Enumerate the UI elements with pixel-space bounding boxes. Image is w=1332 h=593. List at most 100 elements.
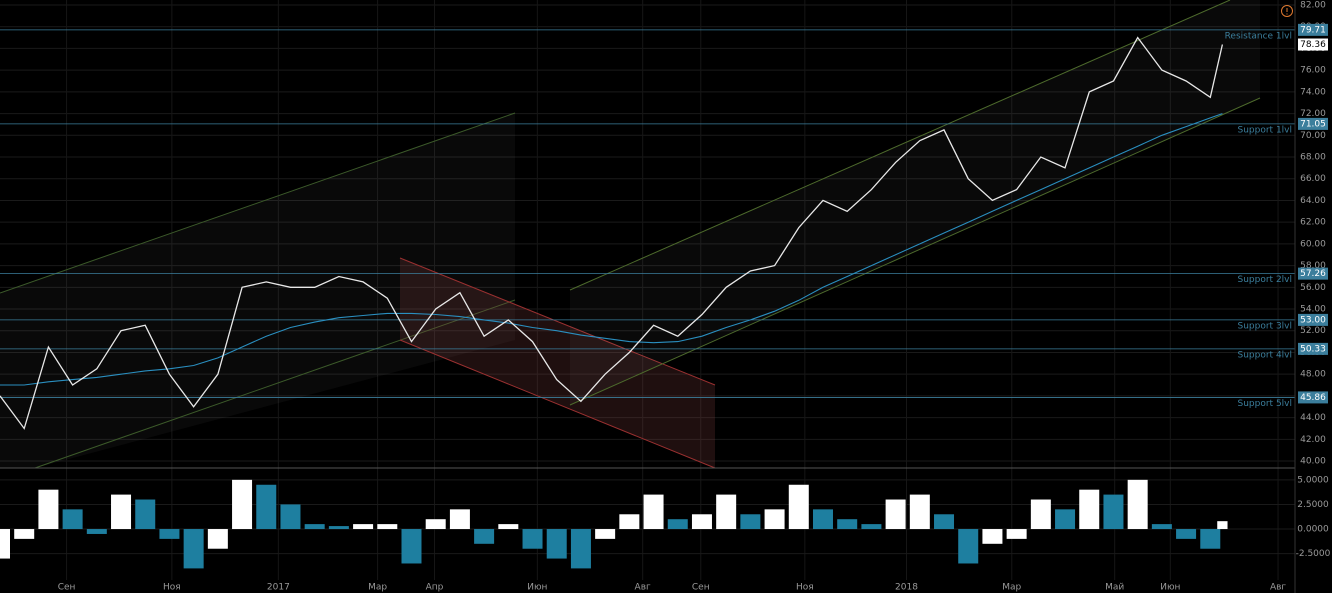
oscillator-bar	[474, 529, 495, 544]
y-tick-label: 76.00	[1300, 66, 1326, 76]
oscillator-bar	[619, 514, 640, 530]
oscillator-bar	[62, 509, 83, 530]
y-tick-label: 48.00	[1300, 370, 1326, 380]
level-price-box	[1298, 313, 1328, 326]
y-tick-label: 0.0000	[1297, 525, 1329, 535]
oscillator-bar	[1127, 479, 1148, 530]
oscillator-bar	[1055, 509, 1076, 530]
level-price: 71.05	[1300, 119, 1326, 129]
level-price-box	[1298, 342, 1328, 355]
y-tick-label: -2.5000	[1296, 549, 1331, 559]
x-tick-label: 2017	[267, 583, 290, 593]
grid	[0, 0, 1295, 580]
level-price: 57.26	[1300, 269, 1326, 279]
x-tick-label: Апр	[426, 583, 444, 593]
x-tick-label: Ноя	[796, 583, 814, 593]
x-tick-label: 2018	[895, 583, 918, 593]
series-line	[0, 36, 1224, 430]
level-name: Support 5lvl	[1238, 399, 1293, 409]
oscillator-bar	[38, 489, 59, 530]
oscillator-bar	[401, 529, 422, 564]
oscillator-bar	[740, 514, 761, 530]
oscillator-bar	[934, 514, 955, 530]
y-tick-label: 68.00	[1300, 153, 1326, 163]
level-price: 50.33	[1300, 344, 1326, 354]
level-price: 53.00	[1300, 315, 1326, 325]
axis: 40.0042.0044.0046.0048.0050.0052.0054.00…	[58, 0, 1331, 592]
last-price: 78.36	[1300, 40, 1326, 50]
y-tick-label: 82.00	[1300, 0, 1326, 10]
y-tick-label: 62.00	[1300, 218, 1326, 228]
channel-line	[569, 97, 1261, 406]
oscillator-bar	[135, 499, 156, 530]
oscillator-bar	[498, 524, 519, 530]
oscillator-bar	[207, 529, 228, 549]
oscillator-bar	[1006, 529, 1027, 539]
oscillator-bar	[837, 519, 858, 530]
oscillator-bar	[812, 509, 833, 530]
oscillator-bar	[1030, 499, 1051, 530]
x-tick-label: Ноя	[163, 583, 181, 593]
oscillator-bar	[280, 504, 301, 530]
oscillator	[0, 479, 1228, 569]
level-price: 79.71	[1300, 25, 1326, 35]
oscillator-bar	[546, 529, 567, 559]
oscillator-bar	[449, 509, 470, 530]
oscillator-bar	[570, 529, 591, 569]
oscillator-bar	[982, 529, 1003, 544]
level-name: Support 4lvl	[1238, 350, 1293, 360]
level-price-box	[1298, 391, 1328, 404]
y-tick-label: 58.00	[1300, 261, 1326, 271]
level-name: Support 3lvl	[1238, 321, 1293, 331]
x-tick-label: Сен	[692, 583, 710, 593]
oscillator-bar	[377, 524, 398, 530]
oscillator-bar	[1200, 529, 1221, 549]
y-tick-label: 60.00	[1300, 239, 1326, 249]
oscillator-bar	[1079, 489, 1100, 530]
oscillator-bar	[909, 494, 930, 530]
oscillator-bar	[353, 524, 374, 530]
oscillator-bar	[159, 529, 180, 539]
x-tick-label: Мар	[368, 583, 387, 593]
oscillator-bar	[183, 529, 204, 569]
channel-line	[399, 339, 716, 469]
level-price-box	[1298, 267, 1328, 280]
level-price-box	[1298, 117, 1328, 130]
channel-area	[400, 258, 715, 468]
y-tick-label: 54.00	[1300, 305, 1326, 315]
y-tick-label: 44.00	[1300, 413, 1326, 423]
x-tick-label: Июн	[1160, 583, 1180, 593]
x-tick-label: Мар	[1002, 583, 1021, 593]
oscillator-bar	[111, 494, 132, 530]
oscillator-bar	[1217, 521, 1228, 530]
oscillator-bar	[232, 479, 253, 530]
oscillator-bar	[716, 494, 737, 530]
alert-icon[interactable]	[1281, 5, 1293, 17]
level-price-box	[1298, 23, 1328, 36]
oscillator-bar	[958, 529, 979, 564]
channel-line	[34, 299, 516, 469]
oscillator-bar	[667, 519, 688, 530]
y-tick-label: 72.00	[1300, 109, 1326, 119]
oscillator-bar	[86, 529, 107, 534]
channel-line	[0, 112, 516, 294]
x-tick-label: Май	[1105, 583, 1124, 593]
x-tick-label: Авг	[635, 583, 651, 593]
y-tick-label: 66.00	[1300, 174, 1326, 184]
oscillator-bar	[256, 484, 277, 530]
oscillator-bar	[1151, 524, 1172, 530]
oscillator-bar	[14, 529, 35, 539]
y-tick-label: 2.5000	[1297, 500, 1329, 510]
y-tick-label: 56.00	[1300, 283, 1326, 293]
y-tick-label: 74.00	[1300, 87, 1326, 97]
oscillator-bar	[0, 529, 10, 559]
y-tick-label: 5.0000	[1297, 475, 1329, 485]
x-tick-label: Сен	[58, 583, 76, 593]
y-tick-label: 70.00	[1300, 131, 1326, 141]
level-name: Support 1lvl	[1238, 125, 1293, 135]
level-name: Support 2lvl	[1238, 275, 1293, 285]
oscillator-bar	[861, 524, 882, 530]
